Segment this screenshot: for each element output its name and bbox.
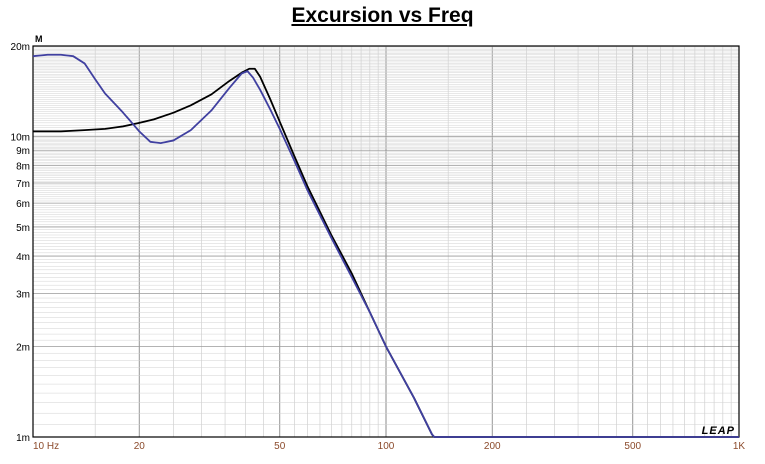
leap-logo: LEAP bbox=[702, 425, 735, 437]
x-tick-label: 1K bbox=[733, 441, 746, 452]
y-tick-label: 10m bbox=[11, 132, 30, 143]
y-tick-label: 8m bbox=[16, 162, 30, 173]
series-layer bbox=[32, 53, 739, 438]
y-tick-label: 5m bbox=[16, 223, 30, 234]
y-tick-label: 3m bbox=[16, 290, 30, 301]
x-tick-label: 500 bbox=[624, 441, 641, 452]
x-tick-label: 100 bbox=[378, 441, 395, 452]
y-tick-label: 6m bbox=[16, 199, 30, 210]
series-line-2 bbox=[32, 53, 739, 438]
x-tick-label: 10 Hz bbox=[33, 441, 59, 452]
y-tick-label: 2m bbox=[16, 343, 30, 354]
y-tick-labels: 20m 10m 9m 8m 7m 6m 5m 4m 3m 2m 1m bbox=[11, 42, 30, 444]
x-tick-label: 50 bbox=[274, 441, 286, 452]
y-tick-label: 7m bbox=[16, 179, 30, 190]
y-tick-label: 1m bbox=[16, 433, 30, 444]
x-tick-label: 200 bbox=[484, 441, 501, 452]
x-tick-label: 20 bbox=[134, 441, 146, 452]
y-tick-label: 20m bbox=[11, 42, 30, 53]
plot-frame bbox=[32, 45, 740, 438]
chart-title: Excursion vs Freq bbox=[291, 4, 474, 27]
grid-lines bbox=[32, 46, 740, 438]
x-tick-labels: 10 Hz 20 50 100 200 500 1K bbox=[33, 441, 745, 452]
y-tick-label: 4m bbox=[16, 252, 30, 263]
y-unit-label: M bbox=[35, 34, 43, 44]
y-tick-label: 9m bbox=[16, 146, 30, 157]
